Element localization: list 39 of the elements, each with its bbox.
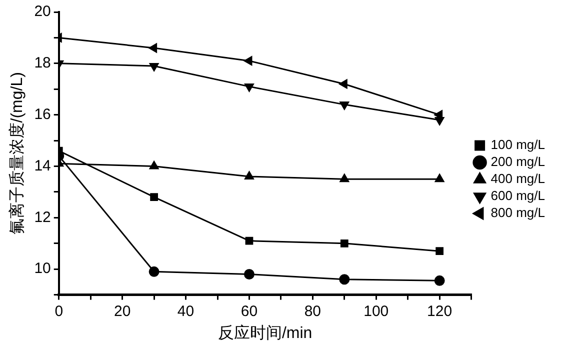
- x-tick-label: 100: [364, 302, 389, 320]
- point: [244, 56, 252, 66]
- point: [436, 247, 444, 256]
- point: [340, 174, 350, 182]
- y-tick-label: 12: [34, 208, 51, 226]
- y-axis-title: 氟离子质量浓度/(mg/L): [8, 72, 26, 235]
- point: [148, 266, 160, 277]
- x-tick-label: 20: [114, 302, 131, 320]
- x-tick-label: 40: [177, 302, 194, 320]
- point: [245, 236, 254, 245]
- point: [340, 239, 348, 248]
- point: [244, 84, 254, 92]
- point: [244, 171, 254, 180]
- y-tick-label: 16: [34, 106, 51, 123]
- y-tick-label: 10: [34, 260, 51, 278]
- legend-label: 600 mg/L: [490, 188, 545, 204]
- x-tick-label: 80: [304, 302, 322, 320]
- point: [339, 274, 350, 285]
- y-tick-label: 14: [34, 157, 51, 174]
- y-tick-label: 18: [34, 54, 51, 72]
- y-tick-label: 20: [34, 3, 51, 20]
- point: [149, 62, 159, 72]
- point: [339, 79, 348, 89]
- point: [148, 43, 158, 53]
- x-tick-label: 60: [240, 302, 258, 320]
- x-axis-title: 反应时间/min: [218, 324, 312, 342]
- legend-label: 200 mg/L: [490, 154, 545, 170]
- legend-label: 400 mg/L: [490, 171, 545, 186]
- point: [340, 102, 350, 110]
- point: [434, 174, 444, 182]
- x-tick-label: 120: [427, 302, 452, 320]
- x-tick-label: 0: [54, 302, 64, 320]
- legend-label: 800 mg/L: [490, 205, 545, 220]
- point: [434, 275, 445, 286]
- legend-label: 100 mg/L: [490, 137, 545, 152]
- point: [434, 116, 444, 126]
- point: [149, 161, 159, 170]
- point: [244, 268, 254, 280]
- point: [150, 193, 158, 202]
